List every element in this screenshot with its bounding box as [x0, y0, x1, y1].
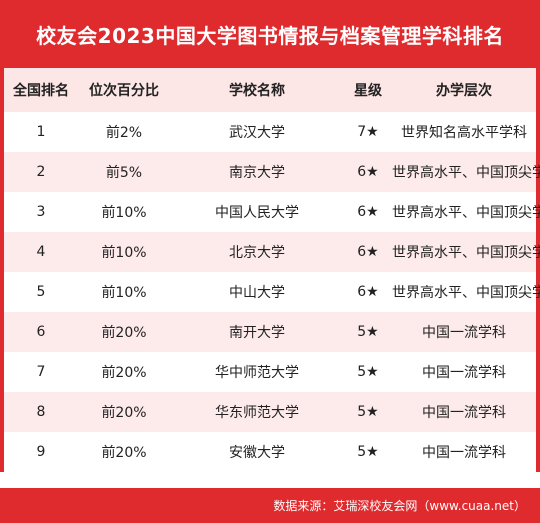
cell-level: 世界高水平、中国顶尖学科 — [392, 245, 540, 261]
cell-school: 中山大学 — [229, 285, 285, 301]
cell-school: 中国人民大学 — [215, 205, 299, 221]
cell-percentile: 前20% — [101, 365, 147, 381]
cell-school: 安徽大学 — [229, 445, 285, 461]
footer-bar: 数据来源：艾瑞深校友会网（www.cuaa.net） — [0, 488, 540, 523]
page-title: 校友会2023中国大学图书情报与档案管理学科排名 — [36, 23, 504, 48]
cell-percentile: 前20% — [101, 325, 147, 341]
cell-stars: 6★ — [357, 244, 379, 260]
cell-school: 南开大学 — [229, 325, 285, 341]
cell-school: 南京大学 — [229, 165, 285, 181]
cell-stars: 5★ — [357, 404, 379, 420]
table-row: 3 前10% 中国人民大学 6★ 世界高水平、中国顶尖学科 — [4, 192, 540, 232]
table-row: 1 前2% 武汉大学 7★ 世界知名高水平学科 — [4, 112, 536, 152]
cell-level: 世界高水平、中国顶尖学科 — [392, 205, 540, 221]
table-row: 6 前20% 南开大学 5★ 中国一流学科 — [4, 312, 536, 352]
cell-level: 中国一流学科 — [422, 445, 506, 461]
header-stars: 星级 — [354, 83, 382, 99]
cell-school: 北京大学 — [229, 245, 285, 261]
cell-stars: 6★ — [357, 284, 379, 300]
header-school: 学校名称 — [229, 83, 285, 99]
cell-percentile: 前10% — [101, 205, 147, 221]
cell-rank: 3 — [36, 204, 46, 220]
cell-stars: 5★ — [357, 444, 379, 460]
cell-level: 中国一流学科 — [422, 325, 506, 341]
cell-rank: 6 — [36, 324, 46, 340]
cell-stars: 7★ — [357, 124, 379, 140]
cell-rank: 9 — [36, 444, 46, 460]
cell-stars: 5★ — [357, 324, 379, 340]
table-row: 8 前20% 华东师范大学 5★ 中国一流学科 — [4, 392, 536, 432]
table-row: 2 前5% 南京大学 6★ 世界高水平、中国顶尖学科 — [4, 152, 540, 192]
cell-level: 中国一流学科 — [422, 365, 506, 381]
cell-school: 华东师范大学 — [215, 405, 299, 421]
cell-rank: 4 — [36, 244, 46, 260]
header-percentile: 位次百分比 — [89, 83, 159, 99]
cell-percentile: 前20% — [101, 445, 147, 461]
cell-level: 世界高水平、中国顶尖学科 — [392, 285, 540, 301]
table-row: 5 前10% 中山大学 6★ 世界高水平、中国顶尖学科 — [4, 272, 540, 312]
table-row: 4 前10% 北京大学 6★ 世界高水平、中国顶尖学科 — [4, 232, 540, 272]
cell-rank: 5 — [36, 284, 46, 300]
cell-stars: 6★ — [357, 164, 379, 180]
cell-percentile: 前10% — [101, 285, 147, 301]
cell-rank: 1 — [36, 124, 46, 140]
cell-percentile: 前10% — [101, 245, 147, 261]
table-header: 全国排名 位次百分比 学校名称 星级 办学层次 — [4, 68, 536, 112]
cell-school: 华中师范大学 — [215, 365, 299, 381]
ranking-table: 全国排名 位次百分比 学校名称 星级 办学层次 1 前2% 武汉大学 7★ 世界… — [0, 68, 540, 472]
cell-school: 武汉大学 — [229, 125, 285, 141]
cell-rank: 7 — [36, 364, 46, 380]
table-row: 9 前20% 安徽大学 5★ 中国一流学科 — [4, 432, 536, 472]
cell-percentile: 前2% — [105, 125, 143, 141]
cell-percentile: 前20% — [101, 405, 147, 421]
cell-rank: 2 — [36, 164, 46, 180]
header-rank: 全国排名 — [13, 83, 69, 99]
cell-percentile: 前5% — [105, 165, 143, 181]
title-bar: 校友会2023中国大学图书情报与档案管理学科排名 — [0, 0, 540, 68]
cell-level: 世界高水平、中国顶尖学科 — [392, 165, 540, 181]
header-level: 办学层次 — [436, 83, 492, 99]
cell-level: 中国一流学科 — [422, 405, 506, 421]
cell-rank: 8 — [36, 404, 46, 420]
data-source-note: 数据来源：艾瑞深校友会网（www.cuaa.net） — [273, 499, 526, 513]
cell-stars: 5★ — [357, 364, 379, 380]
cell-level: 世界知名高水平学科 — [401, 125, 527, 141]
cell-stars: 6★ — [357, 204, 379, 220]
table-row: 7 前20% 华中师范大学 5★ 中国一流学科 — [4, 352, 536, 392]
